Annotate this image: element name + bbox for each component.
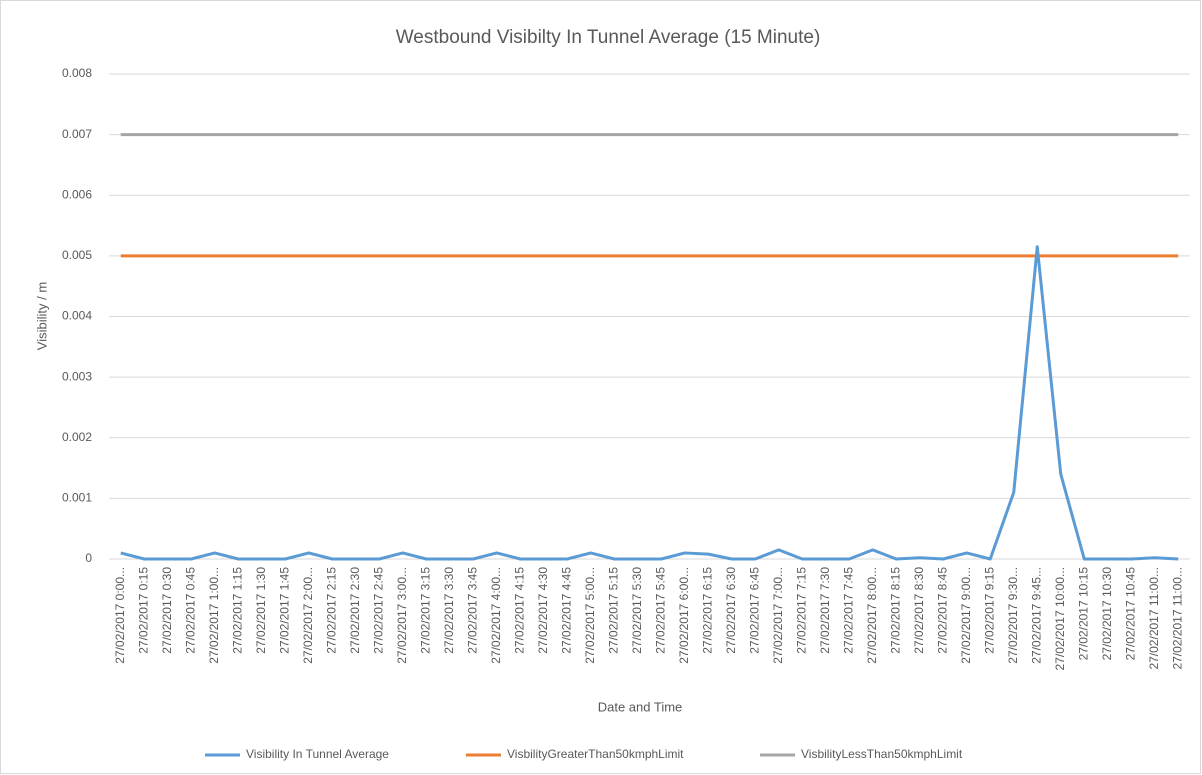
x-tick-label: 27/02/2017 10:30 (1100, 567, 1114, 661)
x-tick-label: 27/02/2017 6:30 (724, 567, 738, 654)
x-tick-label: 27/02/2017 2:45 (371, 567, 385, 654)
y-tick-label: 0.001 (62, 491, 92, 505)
chart-title: Westbound Visibilty In Tunnel Average (1… (396, 27, 821, 48)
x-tick-label: 27/02/2017 1:30 (254, 567, 268, 654)
x-tick-label: 27/02/2017 6:45 (747, 567, 761, 654)
x-tick-label: 27/02/2017 9:15 (982, 567, 996, 654)
y-tick-label: 0.002 (62, 430, 92, 444)
x-tick-label: 27/02/2017 4:00... (489, 567, 503, 664)
x-tick-label: 27/02/2017 6:00... (677, 567, 691, 664)
x-tick-label: 27/02/2017 3:45 (465, 567, 479, 654)
x-tick-label: 27/02/2017 4:15 (512, 567, 526, 654)
x-tick-label: 27/02/2017 5:45 (653, 567, 667, 654)
x-tick-label: 27/02/2017 8:30 (912, 567, 926, 654)
x-tick-label: 27/02/2017 9:30... (1006, 567, 1020, 664)
x-tick-label: 27/02/2017 0:00... (113, 567, 127, 664)
x-tick-label: 27/02/2017 5:00... (583, 567, 597, 664)
y-tick-label: 0.008 (62, 66, 92, 80)
y-tick-label: 0.007 (62, 127, 92, 141)
y-tick-label: 0.005 (62, 248, 92, 262)
x-tick-label: 27/02/2017 2:30 (348, 567, 362, 654)
x-tick-label: 27/02/2017 4:30 (536, 567, 550, 654)
x-tick-label: 27/02/2017 1:00... (207, 567, 221, 664)
x-tick-label: 27/02/2017 10:45 (1123, 567, 1137, 661)
x-tick-label: 27/02/2017 3:30 (442, 567, 456, 654)
x-tick-label: 27/02/2017 8:00... (865, 567, 879, 664)
x-tick-label: 27/02/2017 10:00... (1053, 567, 1067, 670)
x-tick-label: 27/02/2017 3:00... (395, 567, 409, 664)
x-axis-title: Date and Time (598, 699, 683, 714)
x-tick-label: 27/02/2017 1:15 (230, 567, 244, 654)
x-tick-label: 27/02/2017 7:00... (771, 567, 785, 664)
y-tick-label: 0.004 (62, 309, 92, 323)
x-tick-label: 27/02/2017 0:45 (183, 567, 197, 654)
x-tick-label: 27/02/2017 0:15 (136, 567, 150, 654)
x-tick-label: 27/02/2017 10:15 (1076, 567, 1090, 661)
y-tick-label: 0 (85, 551, 92, 565)
y-axis-title: Visibility / m (34, 282, 49, 350)
x-tick-label: 27/02/2017 2:00... (301, 567, 315, 664)
x-tick-label: 27/02/2017 0:30 (160, 567, 174, 654)
x-tick-label: 27/02/2017 5:15 (606, 567, 620, 654)
x-tick-label: 27/02/2017 7:30 (818, 567, 832, 654)
legend-label: VisbilityLessThan50kmphLimit (801, 747, 963, 761)
y-tick-label: 0.003 (62, 369, 92, 383)
legend-label: Visibility In Tunnel Average (246, 747, 389, 761)
x-tick-label: 27/02/2017 3:15 (418, 567, 432, 654)
x-tick-label: 27/02/2017 8:45 (935, 567, 949, 654)
x-tick-label: 27/02/2017 9:00... (959, 567, 973, 664)
x-tick-label: 27/02/2017 1:45 (277, 567, 291, 654)
x-tick-label: 27/02/2017 11:00... (1147, 567, 1161, 670)
x-tick-label: 27/02/2017 2:15 (324, 567, 338, 654)
legend-label: VisbilityGreaterThan50kmphLimit (507, 747, 684, 761)
x-tick-label: 27/02/2017 4:45 (559, 567, 573, 654)
y-tick-label: 0.006 (62, 187, 92, 201)
x-tick-label: 27/02/2017 8:15 (888, 567, 902, 654)
x-tick-label: 27/02/2017 6:15 (700, 567, 714, 654)
x-tick-label: 27/02/2017 5:30 (630, 567, 644, 654)
series-line (120, 245, 1179, 561)
x-tick-label: 27/02/2017 7:15 (794, 567, 808, 654)
x-tick-label: 27/02/2017 7:45 (841, 567, 855, 654)
x-tick-label: 27/02/2017 11:00... (1170, 567, 1184, 670)
x-tick-label: 27/02/2017 9:45... (1029, 567, 1043, 664)
